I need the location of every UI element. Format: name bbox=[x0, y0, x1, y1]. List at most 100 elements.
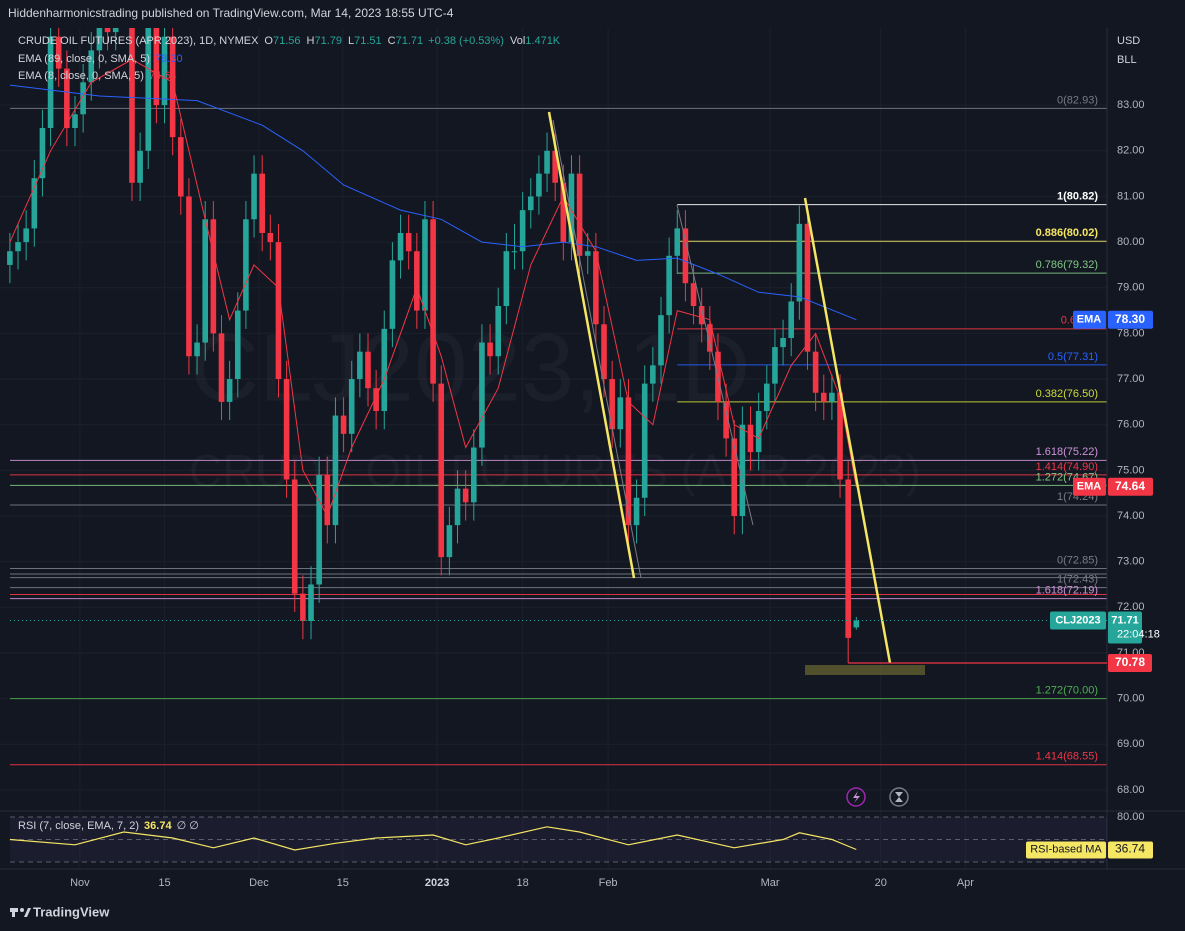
candle-body bbox=[641, 383, 648, 498]
candle-body bbox=[438, 383, 445, 558]
candle-body bbox=[625, 397, 632, 526]
ema-line bbox=[9, 84, 857, 321]
candle-body bbox=[104, 28, 111, 33]
rsi-name: RSI (7, close, EMA, 7, 2) bbox=[18, 820, 139, 832]
candle-body bbox=[527, 196, 534, 211]
tag-name: RSI-based MA bbox=[1030, 843, 1102, 855]
candle-body bbox=[23, 228, 29, 243]
candle-body bbox=[80, 82, 86, 115]
ema-line bbox=[9, 58, 857, 518]
y-tick-label: 70.00 bbox=[1117, 693, 1145, 705]
candle-body bbox=[422, 219, 428, 311]
rsi-pane bbox=[9, 816, 1107, 863]
candle-body bbox=[267, 232, 274, 243]
rsi-legend: RSI (7, close, EMA, 7, 2) 36.74 ∅ ∅ bbox=[18, 820, 199, 832]
price-tag bbox=[1108, 654, 1152, 673]
price-tag bbox=[1108, 841, 1153, 859]
candle-body bbox=[462, 488, 469, 503]
plot bbox=[7, 28, 860, 664]
candle-body bbox=[772, 347, 778, 384]
candle-body bbox=[7, 251, 13, 265]
logo bbox=[12, 908, 15, 917]
candle-body bbox=[414, 251, 420, 311]
y-tick-label: 73.00 bbox=[1117, 556, 1145, 568]
y-tick-label: 83.00 bbox=[1117, 99, 1145, 111]
fib-label: 1.618(72.19) bbox=[1036, 585, 1098, 597]
candle-body bbox=[300, 593, 306, 622]
y-tick-label: 81.00 bbox=[1117, 190, 1145, 202]
unit: BLL bbox=[1117, 54, 1137, 66]
fib-label: 0.786(79.32) bbox=[1036, 259, 1098, 271]
candle-body bbox=[243, 219, 249, 311]
fib-label: 1.414(74.90) bbox=[1036, 461, 1098, 473]
x-tick-label: 15 bbox=[158, 877, 170, 889]
countdown: 22:04:18 bbox=[1117, 628, 1160, 640]
candle-body bbox=[177, 137, 184, 197]
candle-body bbox=[55, 36, 62, 69]
candle-body bbox=[576, 173, 583, 256]
candle-body bbox=[234, 310, 241, 380]
event-icon[interactable] bbox=[889, 787, 909, 807]
candle-body bbox=[72, 114, 78, 128]
fib-label: 1.272(70.00) bbox=[1036, 685, 1098, 697]
fib-label: 1.414(68.55) bbox=[1036, 751, 1098, 763]
fib-label: 1(72.43) bbox=[1057, 574, 1098, 586]
candle-body bbox=[495, 306, 502, 357]
candle-body bbox=[202, 219, 209, 343]
legend-value: 71.51 bbox=[354, 35, 382, 47]
candle-body bbox=[88, 50, 95, 83]
fib-label: 1(80.82) bbox=[1057, 191, 1098, 203]
candle-body bbox=[389, 260, 396, 329]
candle-body bbox=[552, 150, 558, 183]
candle-body bbox=[373, 388, 379, 412]
candle-body bbox=[186, 196, 192, 357]
brand-name: TradingView bbox=[33, 904, 110, 919]
levels: 0(82.93) 1(80.82) 0.886(80.02) 0.786(79.32)… bbox=[10, 94, 1107, 766]
candle-body bbox=[153, 28, 160, 106]
candle-body bbox=[324, 474, 331, 526]
fib-label: 0(72.85) bbox=[1057, 554, 1098, 566]
indicator-legend: EMA (89, close, 0, SMA, 5) 78.30 bbox=[18, 53, 183, 65]
indicator-value: 78.30 bbox=[155, 53, 183, 65]
fib-label: 1.618(75.22) bbox=[1036, 446, 1098, 458]
candle-body bbox=[470, 447, 477, 503]
event-icon[interactable] bbox=[846, 787, 866, 807]
legend: CRUDE OIL FUTURES (APR 2023), 1D, NYMEX O… bbox=[18, 35, 561, 47]
candle-body bbox=[633, 497, 640, 526]
candle-body bbox=[430, 219, 436, 384]
tag-name: EMA bbox=[1077, 481, 1102, 493]
fib-label: 0(82.93) bbox=[1057, 94, 1098, 106]
candle-body bbox=[511, 251, 518, 253]
candle-body bbox=[658, 315, 664, 366]
candle-body bbox=[853, 620, 860, 628]
candle-body bbox=[707, 324, 713, 352]
candle-body bbox=[544, 150, 550, 174]
tag-name-box bbox=[1050, 611, 1106, 630]
candle-body bbox=[747, 424, 754, 453]
candle-body bbox=[788, 301, 795, 338]
fib-label: 0.886(80.02) bbox=[1036, 227, 1099, 239]
y-tick-label: 76.00 bbox=[1117, 419, 1145, 431]
candle-body bbox=[218, 333, 225, 402]
candle-body bbox=[39, 127, 46, 179]
logo bbox=[24, 908, 31, 917]
x-tick-label: 18 bbox=[517, 877, 529, 889]
legend-change: +0.38 (+0.53%) bbox=[428, 35, 504, 47]
candle-body bbox=[837, 392, 843, 480]
price-tag-value: 70.78 bbox=[1115, 655, 1145, 669]
tag-name-box bbox=[1073, 310, 1106, 329]
price-tag-value: 71.71 bbox=[1111, 614, 1139, 626]
candle-body bbox=[145, 28, 152, 151]
candle-body bbox=[161, 36, 168, 106]
candle-body bbox=[479, 342, 485, 448]
candle-body bbox=[755, 411, 762, 453]
candle-body bbox=[129, 28, 135, 183]
tag-name-box bbox=[1026, 841, 1106, 859]
candle-body bbox=[690, 283, 697, 307]
legend-key: C bbox=[388, 35, 396, 47]
candle-body bbox=[47, 36, 54, 128]
fib-label: 0.382(76.50) bbox=[1036, 388, 1098, 400]
indicator-legend: EMA (8, close, 0, SMA, 5) 74.64 bbox=[18, 70, 176, 82]
candle-body bbox=[601, 324, 607, 380]
candle-body bbox=[169, 36, 176, 138]
